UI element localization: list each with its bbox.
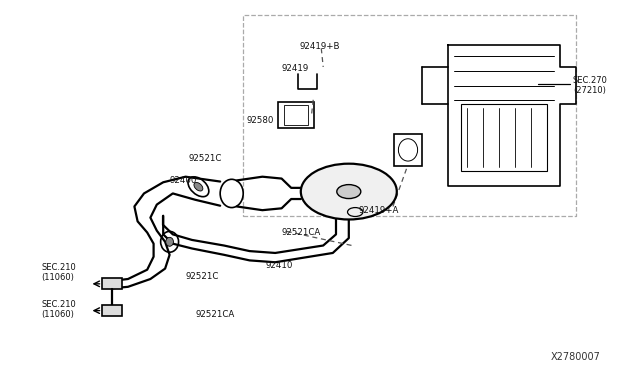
- Text: SEC.270
(27210): SEC.270 (27210): [573, 76, 607, 95]
- Bar: [394, 134, 422, 166]
- Text: SEC.210
(11060): SEC.210 (11060): [42, 263, 76, 282]
- Text: SEC.210
(11060): SEC.210 (11060): [42, 300, 76, 319]
- Text: 92419+A: 92419+A: [358, 206, 399, 215]
- Text: 92419+B: 92419+B: [300, 42, 340, 51]
- Text: 92521CA: 92521CA: [282, 228, 321, 237]
- Circle shape: [337, 185, 361, 199]
- Bar: [278, 102, 314, 128]
- Text: 92410: 92410: [266, 262, 293, 270]
- Ellipse shape: [166, 237, 173, 246]
- Text: 92521C: 92521C: [189, 154, 222, 163]
- Bar: [461, 104, 547, 171]
- Circle shape: [301, 164, 397, 219]
- Bar: [284, 105, 308, 125]
- Text: 92400: 92400: [170, 176, 197, 185]
- Text: 92521C: 92521C: [186, 272, 219, 280]
- Bar: [102, 278, 122, 289]
- Text: 92419: 92419: [282, 64, 309, 73]
- Ellipse shape: [194, 183, 203, 191]
- Text: X2780007: X2780007: [550, 352, 600, 362]
- Text: 92521CA: 92521CA: [195, 310, 234, 319]
- Text: 92580: 92580: [246, 116, 274, 125]
- Bar: [102, 305, 122, 316]
